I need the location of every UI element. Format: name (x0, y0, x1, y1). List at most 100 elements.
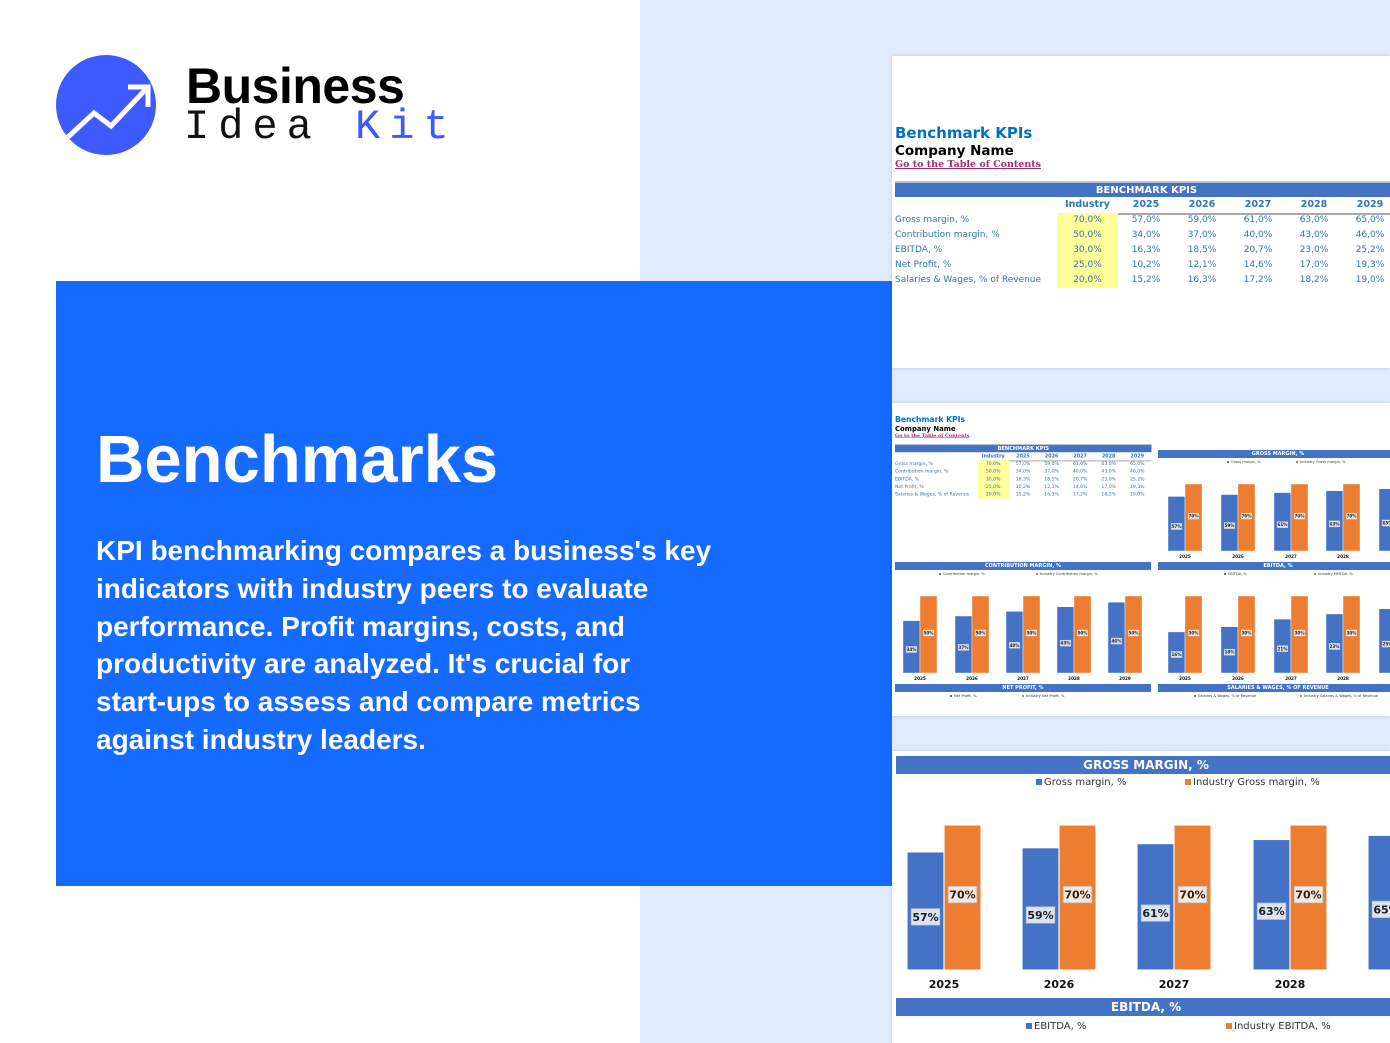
cell: 16,3% (1015, 476, 1031, 482)
cell: 59,0% (1044, 461, 1059, 467)
data-label: 70% (1241, 514, 1252, 519)
data-label: 30% (1241, 630, 1252, 635)
cell: 70,0% (1057, 213, 1118, 229)
cell: 12,1% (1044, 484, 1059, 490)
table-row: Net Profit, % 25,0% 10,2% 12,1% 14,6% 17,0% 19… (895, 258, 1390, 274)
data-label: 70% (1294, 514, 1305, 519)
legend-item: Gross margin, % (1036, 777, 1127, 788)
cell: 2028 (1094, 452, 1123, 462)
data-label-box (1177, 885, 1208, 904)
row-label: Net Profit, % (895, 484, 924, 490)
logo-word-idea: Idea (184, 103, 321, 151)
row-label: Contribution margin, % (895, 230, 1000, 240)
x-tick-label: 2025 (914, 676, 926, 681)
data-label-box (1187, 512, 1200, 520)
data-label: 70% (1346, 514, 1357, 519)
legend-item: Gross margin, % (1227, 460, 1261, 464)
description-line: performance. Profit margins, costs, and (96, 610, 626, 642)
data-label: 37% (958, 645, 969, 650)
hero-panel: Benchmarks KPI benchmarking compares a b… (56, 281, 892, 886)
x-tick-label: 2026 (1044, 978, 1075, 991)
data-label: 16% (1171, 652, 1182, 657)
description-line: start-ups to assess and compare metrics (96, 686, 641, 718)
cell: 25,2% (1355, 245, 1385, 255)
cell: 17,0% (1101, 484, 1116, 490)
legend-item: Industry Gross margin, % (1296, 460, 1346, 464)
cell: 19,0% (1129, 492, 1145, 498)
cell: 43,0% (1299, 230, 1329, 240)
gross-margin-chart: 57% 70% 2025 59% 70% 2026 61% 70% 2027 63% 70% 2028… (906, 824, 1390, 991)
cell: 2025 (1118, 197, 1174, 215)
cell: 19,3% (1129, 484, 1145, 490)
cell: 63,0% (1101, 461, 1116, 467)
hero-description: KPI benchmarking compares a business's k… (96, 532, 711, 759)
table-row: Salaries & Wages, % of Revenue 20,0% 15,2%… (895, 490, 1152, 500)
data-label: 70% (949, 889, 975, 902)
cell: 2029 (1342, 197, 1390, 215)
chart-header-contribution-margin: CONTRIBUTION MARGIN, % (895, 562, 1151, 570)
cell: 2027 (1065, 452, 1095, 462)
bar-company (1107, 601, 1126, 674)
data-label: 50% (1077, 630, 1088, 635)
data-label: 59% (1224, 523, 1235, 528)
data-label: 65% (1373, 903, 1390, 916)
legend-item: Industry Contribution margin, % (1036, 572, 1098, 576)
x-tick-label: 2026 (1232, 676, 1244, 681)
data-label-box (1240, 629, 1253, 637)
cell: 2029 (1122, 452, 1152, 462)
legend-item: Net Profit, % (950, 694, 977, 698)
description-line: KPI benchmarking compares a business's k… (96, 535, 712, 566)
dashboard-charts: 57% 70% 2025 59% 70% 2026 61% 70% 2027 63% 70% 2028… (902, 483, 1390, 681)
chart-header-ebitda: EBITDA, % (896, 998, 1390, 1016)
x-tick-label: 2026 (966, 676, 978, 681)
cell: 34,0% (1015, 469, 1031, 475)
row-label: Salaries & Wages, % of Revenue (895, 275, 1042, 285)
data-label: 50% (923, 630, 934, 635)
cell: 20,0% (1057, 273, 1118, 289)
legend-item: Contribution margin, % (939, 572, 985, 576)
x-tick-label: 2026 (1232, 554, 1244, 559)
cell: 14,6% (1072, 484, 1088, 490)
description-line: against industry leaders. (96, 723, 426, 755)
data-label-box (1170, 651, 1183, 658)
chart-header-ebitda: EBITDA, % (1158, 562, 1390, 570)
cell: 18,5% (1044, 476, 1059, 482)
chart-header-gross-margin: GROSS MARGIN, % (896, 756, 1390, 774)
data-label-box (1170, 523, 1183, 530)
data-label: 46% (1111, 639, 1122, 644)
table-header-bar: BENCHMARK KPIS (895, 181, 1390, 197)
cell: 12,1% (1187, 260, 1217, 270)
cell: 20,7% (1243, 245, 1273, 255)
legend-item: EBITDA, % (1026, 1021, 1086, 1032)
x-tick-label: 2027 (1159, 978, 1190, 991)
row-label: Net Profit, % (895, 260, 952, 270)
data-label-box (910, 908, 941, 926)
toc-link[interactable]: Go to the Table of Contents (895, 159, 1041, 170)
cell: 2026 (1174, 197, 1230, 215)
data-label: 34% (906, 647, 917, 652)
cell: 65,0% (1355, 215, 1385, 225)
data-label: 57% (912, 911, 938, 924)
data-label: 57% (1171, 524, 1182, 529)
logo: Business Idea Kit (56, 55, 449, 155)
data-label-box (947, 885, 978, 904)
cell: 61,0% (1243, 215, 1273, 225)
kpi-block-mini: Benchmark KPIs Company Name Go to the Ta… (895, 415, 1152, 500)
sheet-title: Benchmark KPIs (895, 124, 1033, 142)
cell: 15,2% (1015, 492, 1031, 498)
legend-item: Industry Salaries & Wages, % of Revenue (1300, 694, 1378, 698)
row-label: Contribution margin, % (895, 469, 949, 475)
data-label: 63% (1258, 905, 1284, 918)
sheet-screenshot-table: Benchmark KPIs Company Name Go to the Ta… (892, 56, 1390, 368)
kpi-block: Benchmark KPIs Company Name Go to the Ta… (895, 124, 1390, 289)
description-line: indicators with industry peers to evalua… (96, 572, 649, 604)
toc-link[interactable]: Go to the Table of Contents (895, 432, 970, 439)
data-label-box (1062, 885, 1093, 904)
data-label-box (974, 629, 987, 637)
data-label: 50% (975, 630, 986, 635)
chart-header-net-profit: NET PROFIT, % (895, 684, 1151, 692)
data-label-box (1127, 629, 1140, 637)
x-tick-label: 2025 (929, 978, 960, 991)
data-label-box (1345, 512, 1358, 520)
cell: 2026 (1037, 452, 1066, 462)
